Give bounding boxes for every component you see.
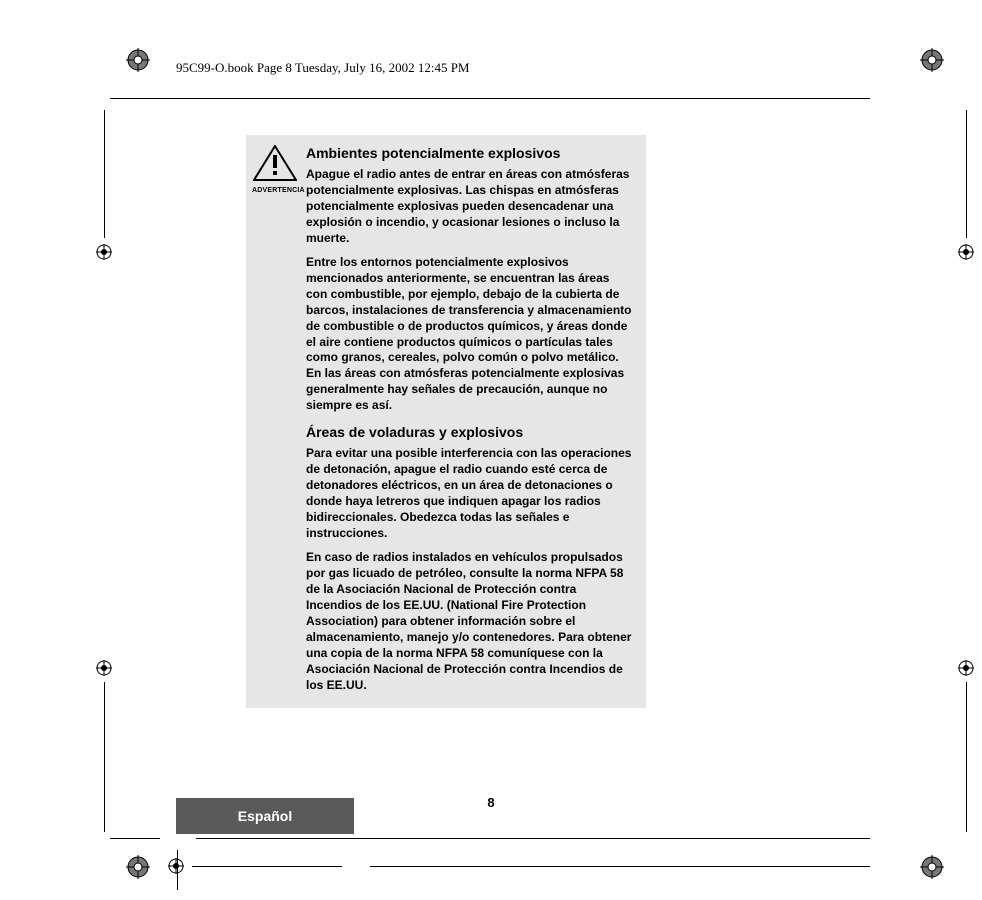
crop-rule [370, 866, 870, 867]
crop-rule [192, 866, 342, 867]
body-paragraph: En caso de radios instalados en vehículo… [306, 550, 634, 694]
registration-mark-icon [958, 244, 974, 260]
registration-mark-icon [920, 48, 944, 72]
warning-label: ADVERTENCIA [252, 187, 298, 194]
crop-rule [196, 838, 870, 839]
crop-rule [104, 110, 105, 238]
registration-mark-icon [168, 858, 184, 874]
page-root: 95C99-O.book Page 8 Tuesday, July 16, 20… [0, 0, 982, 900]
registration-mark-icon [920, 855, 944, 879]
registration-mark-icon [958, 660, 974, 676]
running-header: 95C99-O.book Page 8 Tuesday, July 16, 20… [176, 60, 469, 76]
registration-mark-icon [96, 244, 112, 260]
section-title-ambientes: Ambientes potencialmente explosivos [306, 145, 634, 161]
language-tab: Español [176, 798, 354, 834]
crop-rule [110, 838, 160, 839]
registration-mark-icon [126, 855, 150, 879]
crop-rule [966, 110, 967, 238]
top-rule [110, 98, 870, 99]
body-paragraph: Apague el radio antes de entrar en áreas… [306, 167, 634, 247]
registration-mark-icon [96, 660, 112, 676]
language-label: Español [238, 808, 292, 824]
body-paragraph: Entre los entornos potencialmente explos… [306, 255, 634, 415]
section-title-voladuras: Áreas de voladuras y explosivos [306, 424, 634, 440]
body-paragraph: Para evitar una posible interferencia co… [306, 446, 634, 542]
registration-mark-icon [126, 48, 150, 72]
page-number: 8 [0, 795, 982, 810]
content-box: ADVERTENCIA Ambientes potencialmente exp… [246, 135, 646, 708]
warning-icon: ADVERTENCIA [252, 145, 298, 194]
crop-rule [177, 850, 178, 890]
